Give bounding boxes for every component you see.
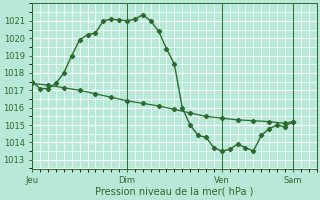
X-axis label: Pression niveau de la mer( hPa ): Pression niveau de la mer( hPa ) [95,187,253,197]
